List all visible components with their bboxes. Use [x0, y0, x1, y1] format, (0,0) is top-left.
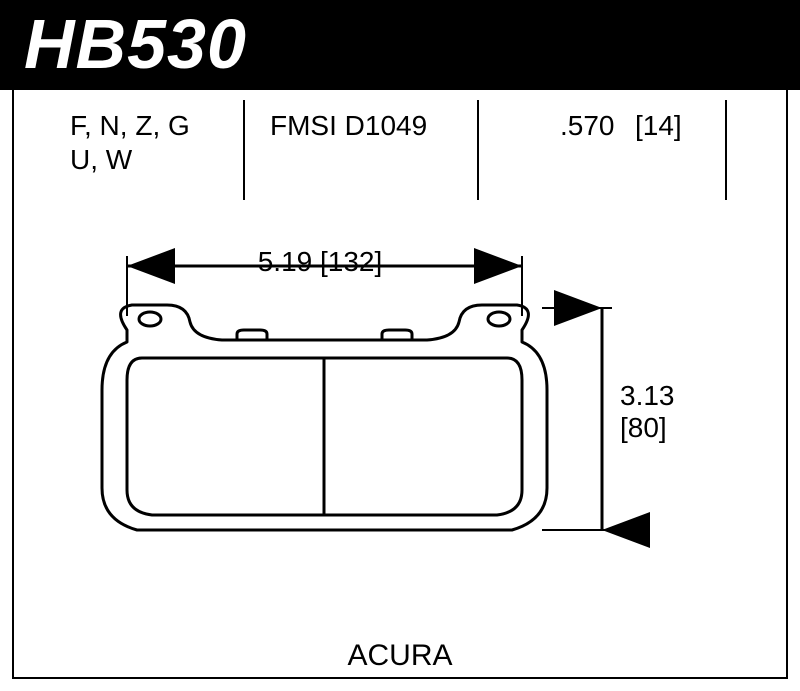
header-bar: HB530: [0, 0, 800, 90]
brand-label: ACURA: [0, 639, 800, 673]
part-number: HB530: [24, 4, 247, 84]
technical-drawing: [12, 90, 788, 679]
spec-sheet: HB530 F, N, Z, G U, W FMSI D1049 .570 [1…: [0, 0, 800, 691]
brake-pad-outline: [102, 305, 547, 530]
